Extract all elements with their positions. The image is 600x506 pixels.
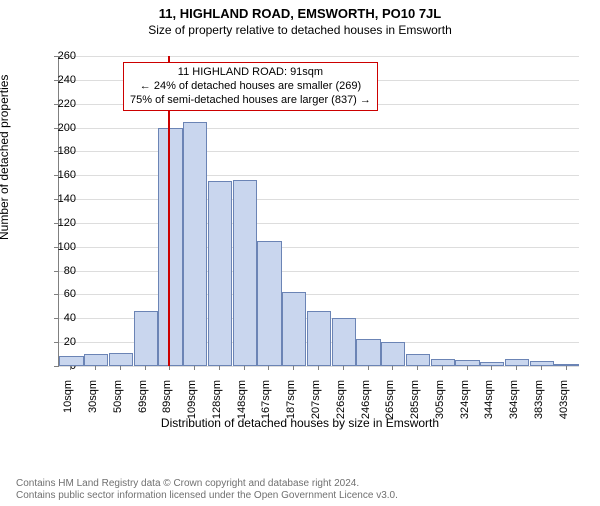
histogram-bar [158, 128, 182, 366]
histogram-bar [109, 353, 133, 366]
histogram-bar [84, 354, 108, 366]
x-tick-mark [467, 366, 468, 370]
x-tick-mark [145, 366, 146, 370]
y-tick-mark [54, 271, 58, 272]
y-tick-mark [54, 342, 58, 343]
histogram-bar [356, 339, 380, 366]
y-tick-label: 20 [46, 336, 76, 348]
x-tick-mark [219, 366, 220, 370]
histogram-bar [530, 361, 554, 366]
y-tick-label: 220 [46, 98, 76, 110]
x-tick-mark [293, 366, 294, 370]
chart-container: Number of detached properties 11 HIGHLAN… [0, 50, 600, 430]
footer-line-2: Contains public sector information licen… [16, 490, 600, 502]
info-box-line: 75% of semi-detached houses are larger (… [130, 94, 371, 108]
histogram-bar [59, 356, 83, 366]
x-tick-mark [169, 366, 170, 370]
gridline [59, 128, 579, 129]
x-axis-caption: Distribution of detached houses by size … [0, 416, 600, 430]
y-tick-mark [54, 247, 58, 248]
histogram-bar [431, 359, 455, 366]
x-tick-mark [417, 366, 418, 370]
x-tick-mark [566, 366, 567, 370]
y-tick-label: 40 [46, 312, 76, 324]
x-tick-mark [120, 366, 121, 370]
gridline [59, 175, 579, 176]
histogram-bar [480, 362, 504, 366]
x-tick-mark [318, 366, 319, 370]
y-tick-mark [54, 151, 58, 152]
x-tick-mark [95, 366, 96, 370]
page-title: 11, HIGHLAND ROAD, EMSWORTH, PO10 7JL [0, 6, 600, 21]
x-tick-mark [343, 366, 344, 370]
gridline [59, 199, 579, 200]
x-tick-mark [392, 366, 393, 370]
gridline [59, 247, 579, 248]
y-tick-mark [54, 366, 58, 367]
y-tick-mark [54, 56, 58, 57]
y-tick-mark [54, 294, 58, 295]
y-tick-label: 60 [46, 288, 76, 300]
histogram-bar [208, 181, 232, 366]
x-tick-mark [491, 366, 492, 370]
histogram-bar [233, 180, 257, 366]
y-tick-mark [54, 104, 58, 105]
histogram-bar [455, 360, 479, 366]
info-box: 11 HIGHLAND ROAD: 91sqm← 24% of detached… [123, 62, 378, 111]
gridline [59, 56, 579, 57]
y-tick-label: 200 [46, 122, 76, 134]
gridline [59, 151, 579, 152]
y-tick-mark [54, 128, 58, 129]
histogram-bar [406, 354, 430, 366]
gridline [59, 366, 579, 367]
x-tick-mark [516, 366, 517, 370]
x-tick-mark [442, 366, 443, 370]
histogram-bar [134, 311, 158, 366]
histogram-bar [183, 122, 207, 366]
y-tick-label: 240 [46, 74, 76, 86]
y-tick-label: 180 [46, 145, 76, 157]
footer-attribution: Contains HM Land Registry data © Crown c… [0, 478, 600, 502]
histogram-bar [381, 342, 405, 366]
x-tick-mark [541, 366, 542, 370]
gridline [59, 271, 579, 272]
plot-area: 11 HIGHLAND ROAD: 91sqm← 24% of detached… [58, 56, 579, 367]
x-tick-mark [368, 366, 369, 370]
histogram-bar [282, 292, 306, 366]
y-tick-mark [54, 318, 58, 319]
x-tick-mark [244, 366, 245, 370]
x-tick-mark [194, 366, 195, 370]
x-tick-mark [268, 366, 269, 370]
histogram-bar [332, 318, 356, 366]
y-tick-label: 120 [46, 217, 76, 229]
histogram-bar [554, 364, 578, 366]
y-tick-mark [54, 199, 58, 200]
y-tick-label: 140 [46, 193, 76, 205]
page-subtitle: Size of property relative to detached ho… [0, 23, 600, 37]
info-box-line: 11 HIGHLAND ROAD: 91sqm [130, 66, 371, 80]
y-axis-label: Number of detached properties [0, 75, 11, 240]
info-box-line: ← 24% of detached houses are smaller (26… [130, 80, 371, 94]
histogram-bar [307, 311, 331, 366]
histogram-bar [505, 359, 529, 366]
x-tick-mark [70, 366, 71, 370]
footer-line-1: Contains HM Land Registry data © Crown c… [16, 478, 600, 490]
y-tick-mark [54, 223, 58, 224]
histogram-bar [257, 241, 281, 366]
y-tick-label: 80 [46, 265, 76, 277]
y-tick-mark [54, 80, 58, 81]
y-tick-label: 260 [46, 50, 76, 62]
y-tick-mark [54, 175, 58, 176]
gridline [59, 294, 579, 295]
gridline [59, 223, 579, 224]
y-tick-label: 160 [46, 169, 76, 181]
y-tick-label: 100 [46, 241, 76, 253]
